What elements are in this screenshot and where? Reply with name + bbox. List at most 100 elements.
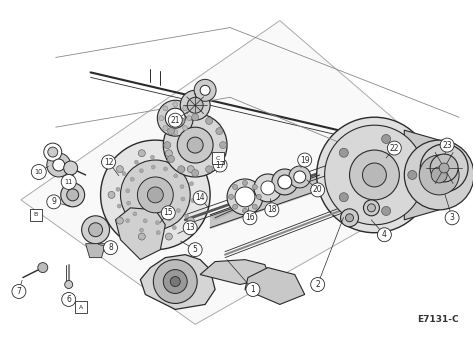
Circle shape (154, 259, 197, 303)
Circle shape (164, 270, 187, 294)
Text: 9: 9 (51, 197, 56, 206)
Text: 10: 10 (35, 169, 43, 175)
Circle shape (310, 183, 325, 197)
Circle shape (278, 175, 292, 189)
Circle shape (233, 204, 237, 209)
Text: 21: 21 (171, 116, 180, 125)
FancyBboxPatch shape (30, 209, 42, 221)
Circle shape (346, 214, 354, 222)
Circle shape (243, 211, 257, 225)
Circle shape (165, 108, 185, 128)
Circle shape (310, 278, 325, 292)
Text: 18: 18 (267, 205, 277, 214)
Circle shape (163, 106, 168, 111)
Circle shape (117, 166, 123, 173)
Circle shape (216, 156, 223, 162)
Circle shape (135, 160, 138, 164)
Circle shape (44, 143, 62, 161)
Circle shape (48, 147, 58, 157)
Polygon shape (21, 21, 459, 324)
Circle shape (170, 277, 180, 286)
Circle shape (82, 216, 109, 244)
Text: 2: 2 (315, 280, 320, 289)
Circle shape (127, 201, 131, 205)
Circle shape (341, 209, 358, 227)
Text: C: C (216, 156, 220, 160)
Circle shape (185, 214, 189, 218)
Circle shape (408, 171, 417, 180)
Circle shape (31, 164, 46, 180)
Circle shape (100, 140, 210, 250)
Circle shape (187, 116, 191, 121)
Circle shape (61, 183, 85, 207)
Text: 17: 17 (215, 160, 225, 170)
Circle shape (151, 165, 155, 169)
Circle shape (47, 195, 61, 209)
Circle shape (173, 130, 178, 135)
Circle shape (156, 231, 160, 235)
Circle shape (178, 166, 185, 173)
Circle shape (150, 155, 155, 159)
Circle shape (419, 155, 459, 195)
Circle shape (219, 142, 227, 149)
Circle shape (120, 160, 190, 230)
Circle shape (252, 185, 257, 189)
Circle shape (126, 189, 130, 193)
Circle shape (62, 293, 76, 306)
Circle shape (256, 194, 261, 200)
Circle shape (163, 126, 168, 130)
Text: 6: 6 (66, 295, 71, 304)
Circle shape (182, 126, 188, 130)
Circle shape (147, 187, 164, 203)
Text: 7: 7 (17, 287, 21, 296)
Circle shape (122, 172, 126, 176)
Circle shape (190, 182, 193, 186)
Circle shape (47, 153, 71, 177)
Circle shape (165, 150, 173, 157)
Circle shape (180, 90, 210, 120)
FancyBboxPatch shape (212, 152, 224, 164)
Circle shape (168, 113, 182, 127)
Circle shape (187, 137, 203, 153)
Circle shape (103, 241, 118, 255)
FancyBboxPatch shape (75, 302, 87, 313)
Text: 19: 19 (300, 156, 310, 164)
Text: A: A (79, 305, 83, 310)
Circle shape (191, 114, 199, 121)
Circle shape (130, 177, 134, 181)
Circle shape (289, 166, 310, 188)
Circle shape (188, 243, 202, 257)
Polygon shape (140, 255, 215, 309)
Circle shape (298, 153, 312, 167)
Circle shape (174, 174, 178, 178)
Circle shape (173, 102, 178, 107)
Circle shape (164, 113, 227, 177)
Circle shape (165, 233, 173, 240)
Circle shape (235, 187, 255, 207)
Circle shape (349, 150, 399, 200)
Circle shape (439, 163, 449, 173)
Text: 16: 16 (245, 213, 255, 222)
Text: 22: 22 (390, 144, 399, 153)
Circle shape (187, 97, 203, 113)
Text: 8: 8 (108, 243, 113, 252)
Circle shape (364, 200, 379, 216)
Circle shape (164, 167, 167, 171)
Circle shape (181, 197, 185, 201)
Circle shape (155, 221, 159, 225)
Circle shape (117, 204, 121, 208)
Circle shape (265, 203, 279, 217)
Circle shape (404, 140, 474, 210)
Circle shape (200, 85, 210, 95)
Circle shape (183, 221, 197, 235)
Polygon shape (116, 208, 165, 259)
Polygon shape (86, 244, 106, 257)
Text: 23: 23 (442, 141, 452, 150)
Circle shape (213, 158, 227, 172)
Circle shape (181, 167, 185, 171)
Circle shape (116, 187, 120, 191)
Circle shape (430, 154, 458, 182)
Circle shape (420, 144, 468, 192)
Text: 14: 14 (195, 193, 205, 203)
Circle shape (89, 223, 102, 237)
